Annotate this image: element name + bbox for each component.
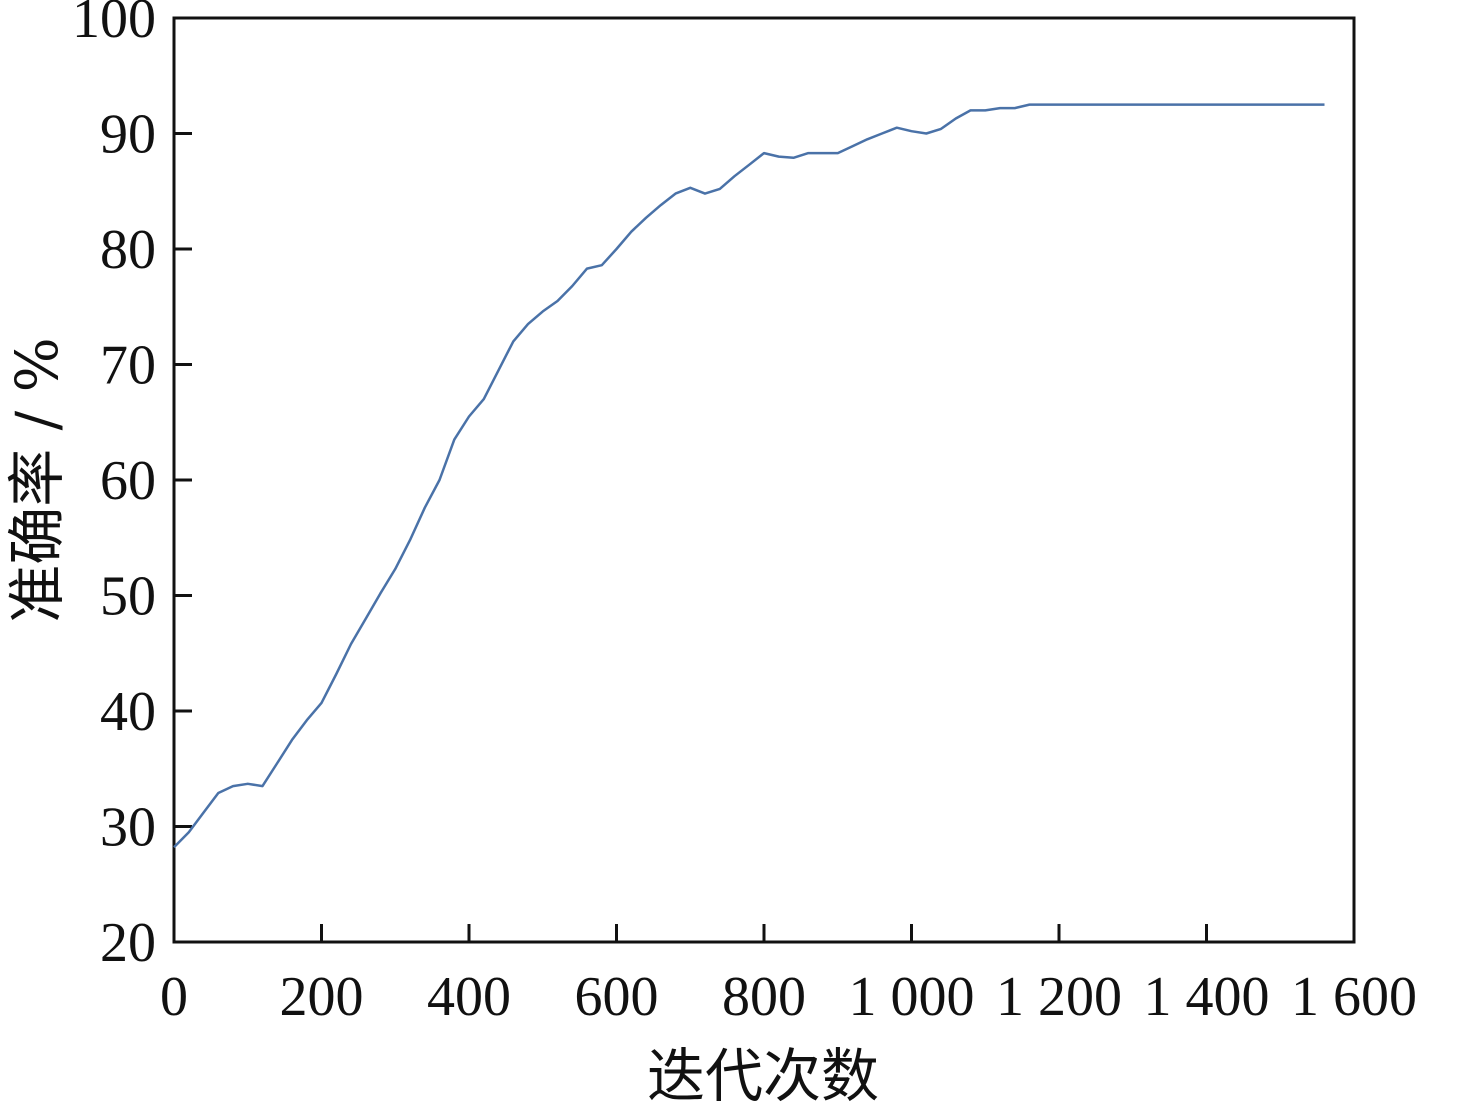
y-tick-label: 20 bbox=[100, 912, 156, 974]
x-tick-label: 1 600 bbox=[1291, 966, 1417, 1028]
x-tick-label: 1 200 bbox=[996, 966, 1122, 1028]
y-tick-label: 100 bbox=[72, 0, 156, 50]
y-tick-label: 90 bbox=[100, 104, 156, 166]
y-axis-ticks bbox=[174, 132, 192, 828]
x-tick-label: 400 bbox=[427, 966, 511, 1028]
y-tick-label: 50 bbox=[100, 566, 156, 628]
x-axis-title: 迭代次数 bbox=[647, 1042, 879, 1106]
plot-frame bbox=[172, 16, 1356, 944]
accuracy-series-line bbox=[173, 103, 1325, 849]
y-tick-label: 40 bbox=[100, 681, 156, 743]
x-tick-label: 1 000 bbox=[849, 966, 975, 1028]
y-axis-tick-labels: 20 30 40 50 60 70 80 90 100 bbox=[72, 0, 156, 974]
x-axis-ticks bbox=[320, 924, 1208, 942]
y-tick-label: 70 bbox=[100, 335, 156, 397]
y-tick-label: 60 bbox=[100, 450, 156, 512]
y-tick-label: 80 bbox=[100, 219, 156, 281]
y-axis-title: 准确率 / % bbox=[3, 337, 71, 623]
y-tick-label: 30 bbox=[100, 797, 156, 859]
x-tick-label: 600 bbox=[575, 966, 659, 1028]
x-tick-label: 1 400 bbox=[1144, 966, 1270, 1028]
x-axis-tick-labels: 0 200 400 600 800 1 000 1 200 1 400 1 600 bbox=[160, 966, 1417, 1028]
x-tick-label: 200 bbox=[280, 966, 364, 1028]
x-tick-label: 0 bbox=[160, 966, 188, 1028]
x-tick-label: 800 bbox=[722, 966, 806, 1028]
